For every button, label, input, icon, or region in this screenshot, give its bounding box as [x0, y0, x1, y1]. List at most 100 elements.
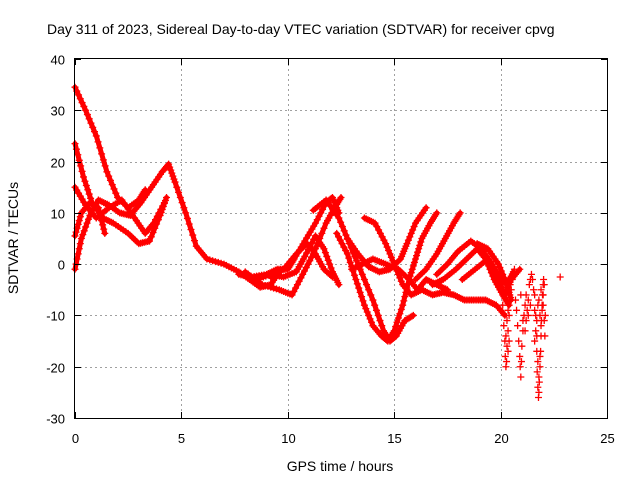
- y-tick-label: -20: [46, 361, 65, 376]
- data-point: [507, 273, 515, 281]
- data-point: [518, 342, 526, 350]
- data-point: [413, 252, 421, 260]
- data-point: [433, 209, 441, 217]
- data-point: [534, 301, 542, 309]
- data-point: [323, 252, 331, 260]
- data-point: [500, 274, 508, 282]
- data-point: [76, 240, 84, 248]
- data-point: [76, 213, 84, 221]
- data-point: [338, 223, 346, 231]
- data-point: [360, 276, 368, 284]
- data-point: [182, 209, 190, 217]
- data-point: [533, 368, 541, 376]
- data-point: [399, 301, 407, 309]
- data-point: [505, 337, 513, 345]
- data-point: [75, 91, 83, 99]
- data-point: [536, 311, 544, 319]
- y-axis-label: SDTVAR / TECUs: [5, 182, 21, 294]
- data-point: [385, 246, 393, 254]
- data-point: [83, 111, 91, 119]
- data-point: [363, 308, 371, 316]
- data-point: [376, 317, 384, 325]
- data-point: [410, 223, 418, 231]
- data-point: [359, 297, 367, 305]
- data-point: [404, 236, 412, 244]
- data-point: [166, 163, 174, 171]
- data-point: [365, 286, 373, 294]
- data-point: [352, 276, 360, 284]
- data-point: [160, 199, 168, 207]
- data-point: [371, 301, 379, 309]
- data-point: [378, 322, 386, 330]
- data-point: [535, 296, 543, 304]
- data-point: [503, 317, 511, 325]
- data-point: [503, 358, 511, 366]
- data-point: [515, 337, 523, 345]
- data-point: [522, 291, 530, 299]
- data-point: [390, 260, 398, 268]
- data-point: [87, 119, 95, 127]
- data-point: [504, 327, 512, 335]
- data-point: [165, 160, 173, 168]
- plot-frame: [74, 58, 608, 419]
- data-point: [505, 291, 513, 299]
- data-point: [95, 208, 103, 216]
- data-point: [521, 327, 529, 335]
- data-point: [366, 315, 374, 323]
- data-point: [318, 229, 326, 237]
- data-point: [392, 264, 400, 272]
- y-tick-label: 20: [51, 156, 65, 171]
- data-point: [353, 257, 361, 265]
- data-point: [538, 306, 546, 314]
- data-point: [500, 322, 508, 330]
- data-point: [409, 262, 417, 270]
- data-point: [167, 166, 175, 174]
- data-point: [327, 272, 335, 280]
- data-point: [74, 250, 82, 258]
- data-point: [169, 172, 177, 180]
- data-point: [409, 226, 417, 234]
- y-tick-label: -10: [46, 309, 65, 324]
- data-point: [320, 245, 328, 253]
- data-point: [403, 240, 411, 248]
- data-point: [79, 231, 87, 239]
- data-point: [536, 352, 544, 360]
- data-point: [496, 264, 504, 272]
- data-point: [82, 106, 90, 114]
- data-point: [97, 212, 105, 220]
- data-point: [84, 186, 92, 194]
- data-point: [368, 318, 376, 326]
- data-point: [171, 178, 179, 186]
- data-point: [345, 254, 353, 262]
- data-point: [175, 188, 183, 196]
- data-point: [392, 323, 400, 331]
- data-point: [532, 327, 540, 335]
- data-point: [374, 311, 382, 319]
- data-point: [386, 250, 394, 258]
- data-point: [189, 231, 197, 239]
- data-point: [513, 306, 521, 314]
- data-point: [540, 317, 548, 325]
- data-point: [536, 363, 544, 371]
- data-point: [535, 373, 543, 381]
- data-point: [335, 214, 343, 222]
- series-track-k: [333, 209, 441, 345]
- data-point: [187, 226, 195, 234]
- y-tick-label: 40: [51, 53, 65, 68]
- data-point: [112, 189, 120, 197]
- data-point: [106, 176, 114, 184]
- data-point: [369, 296, 377, 304]
- series-line: [334, 210, 440, 344]
- data-point: [537, 322, 545, 330]
- data-point: [101, 162, 109, 170]
- data-point: [358, 293, 366, 301]
- series-track-n: [360, 214, 509, 319]
- series-track-a: [71, 83, 149, 212]
- data-point: [101, 229, 109, 237]
- data-point: [108, 181, 116, 189]
- data-point: [400, 297, 408, 305]
- data-point: [320, 224, 328, 232]
- data-point: [173, 183, 181, 191]
- data-point: [456, 209, 464, 217]
- data-point: [504, 347, 512, 355]
